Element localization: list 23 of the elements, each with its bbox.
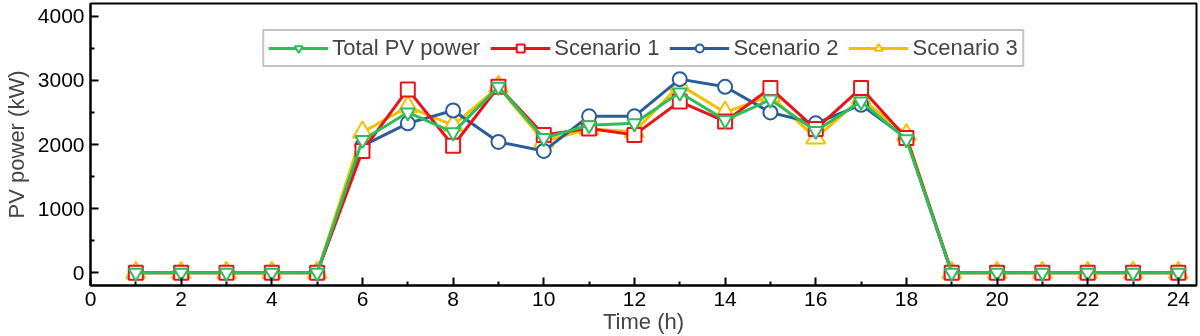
legend-label: Scenario 1: [554, 35, 660, 61]
y-tick-label: 4000: [37, 4, 85, 28]
legend-label: Total PV power: [332, 35, 481, 61]
x-tick-label: 14: [713, 286, 738, 310]
x-tick-label: 4: [265, 286, 278, 310]
x-tick-label: 18: [894, 286, 919, 310]
legend-label: Scenario 2: [733, 35, 839, 61]
x-tick-label: 22: [1076, 286, 1100, 310]
y-axis-title: PV power (kW): [3, 70, 29, 219]
x-tick-label: 24: [1166, 286, 1191, 310]
x-tick-label: 10: [532, 286, 556, 310]
x-tick-label: 2: [175, 286, 187, 310]
x-tick-label: 20: [985, 286, 1009, 310]
y-tick-label: 0: [72, 260, 85, 284]
x-axis-title: Time (h): [602, 308, 685, 334]
x-tick-label: 12: [622, 286, 647, 310]
x-tick-label: 6: [356, 286, 369, 310]
y-tick-label: 2000: [37, 132, 85, 156]
x-tick-label: 16: [804, 286, 828, 310]
y-tick-label: 3000: [37, 68, 85, 92]
x-tick-label: 8: [447, 286, 459, 310]
y-tick-label: 1000: [37, 196, 85, 220]
legend-label: Scenario 3: [912, 35, 1018, 61]
